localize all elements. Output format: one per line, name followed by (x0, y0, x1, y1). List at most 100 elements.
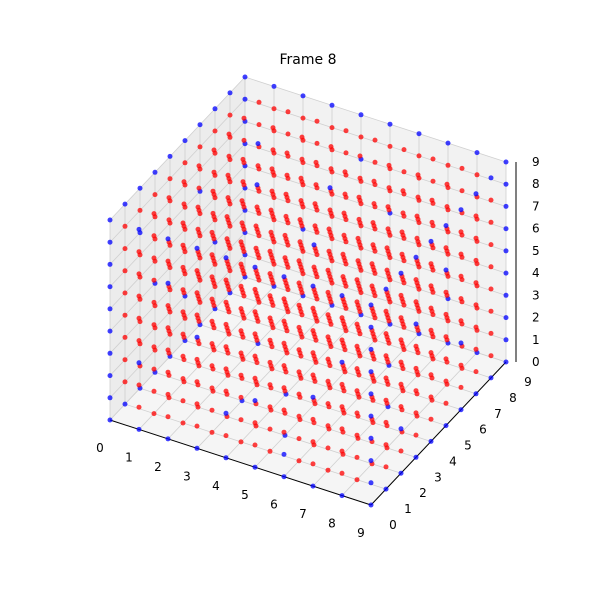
data-point-red (430, 156, 436, 162)
data-point-red (443, 378, 449, 384)
data-point-red (325, 289, 331, 295)
data-point-red (267, 404, 273, 410)
data-point-red (151, 211, 157, 217)
data-point-red (354, 388, 360, 394)
data-point-red (194, 401, 200, 407)
data-point-red (459, 165, 465, 171)
data-point-red (488, 219, 494, 225)
data-point-red (342, 191, 348, 197)
data-point-blue (165, 436, 171, 442)
data-point-red (443, 289, 449, 295)
x-tick-label: 1 (125, 450, 133, 464)
grid-line (109, 76, 246, 221)
data-point-red (310, 439, 316, 445)
data-point-red (458, 296, 464, 302)
data-point-red (339, 426, 345, 432)
grid-line (109, 276, 246, 421)
data-point-red (283, 191, 289, 197)
data-point-blue (107, 306, 113, 312)
grid-line (312, 342, 449, 487)
data-point-red (328, 144, 334, 150)
data-point-red (267, 448, 273, 454)
data-point-red (197, 144, 203, 150)
data-point-red (194, 268, 200, 274)
data-point-blue (281, 274, 287, 280)
data-point-blue (428, 438, 434, 444)
data-point-red (136, 293, 142, 299)
data-point-red (372, 159, 378, 165)
data-point-red (240, 179, 246, 185)
z-tick-label: 3 (532, 288, 540, 302)
data-point-red (227, 112, 233, 118)
data-point-red (182, 160, 188, 166)
data-point-blue (255, 141, 261, 147)
data-point-red (370, 242, 376, 248)
y-tick-label: 2 (419, 486, 427, 500)
z-tick-label: 5 (532, 244, 540, 258)
data-point-red (370, 220, 376, 226)
data-point-blue (107, 395, 113, 401)
data-point-red (400, 210, 406, 216)
data-point-red (296, 369, 302, 375)
data-point-red (195, 204, 201, 210)
data-point-red (151, 411, 157, 417)
data-point-red (180, 420, 186, 426)
data-point-red (256, 122, 262, 128)
data-point-red (443, 245, 449, 251)
data-point-red (473, 257, 479, 263)
data-point-red (180, 309, 186, 315)
data-point-red (180, 220, 186, 226)
data-point-blue (445, 140, 451, 146)
data-point-red (209, 318, 215, 324)
data-point-red (428, 416, 434, 422)
data-point-red (399, 251, 405, 257)
data-point-red (281, 318, 287, 324)
data-point-blue (254, 182, 260, 188)
data-point-red (298, 198, 304, 204)
y-tick-label: 8 (509, 391, 517, 405)
data-point-red (254, 204, 260, 210)
data-point-red (269, 188, 275, 194)
data-point-red (267, 359, 273, 365)
data-point-red (443, 356, 449, 362)
data-point-red (180, 376, 186, 382)
data-point-blue (136, 426, 142, 432)
data-point-red (238, 394, 244, 400)
data-point-red (488, 242, 494, 248)
data-point-red (253, 223, 259, 229)
data-point-red (325, 356, 331, 362)
data-point-red (473, 280, 479, 286)
data-point-red (325, 312, 331, 318)
data-point-blue (223, 255, 229, 261)
data-point-red (355, 235, 361, 241)
data-point-blue (488, 175, 494, 181)
data-point-red (458, 384, 464, 390)
data-point-red (428, 394, 434, 400)
data-point-red (239, 198, 245, 204)
x-tick-label: 5 (241, 488, 249, 502)
data-point-red (225, 172, 231, 178)
data-point-red (383, 331, 389, 337)
data-point-red (310, 372, 316, 378)
data-point-red (238, 239, 244, 245)
data-point-red (299, 156, 305, 162)
data-point-red (194, 356, 200, 362)
grid-line (283, 333, 420, 477)
data-point-red (151, 322, 157, 328)
data-point-blue (252, 464, 258, 470)
data-point-blue (413, 454, 419, 460)
data-point-blue (281, 474, 287, 480)
z-tick-label: 6 (532, 222, 540, 236)
data-point-blue (107, 373, 113, 379)
data-point-red (238, 328, 244, 334)
data-point-blue (212, 106, 218, 112)
data-point-red (445, 162, 451, 168)
data-point-red (165, 369, 171, 375)
data-point-red (386, 162, 392, 168)
data-point-red (281, 340, 287, 346)
data-point-blue (122, 201, 128, 207)
data-point-red (209, 229, 215, 235)
data-point-red (398, 337, 404, 343)
data-point-red (398, 381, 404, 387)
data-point-red (443, 400, 449, 406)
